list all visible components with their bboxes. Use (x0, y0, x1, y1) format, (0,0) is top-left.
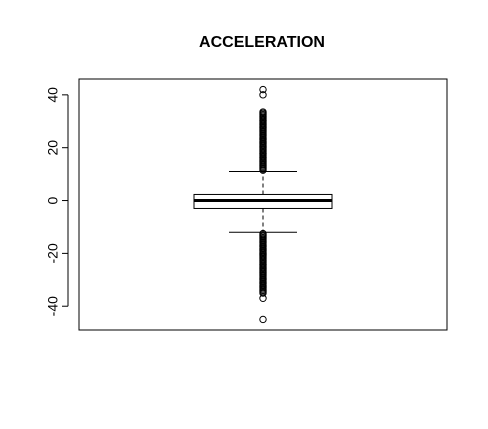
outlier-point (259, 289, 267, 297)
y-tick-label: -40 (45, 296, 61, 316)
outlier-point (259, 166, 267, 174)
y-tick-label: 20 (45, 140, 61, 156)
outlier-point (259, 91, 267, 99)
plot-frame (78, 78, 448, 331)
boxplot-marks (193, 85, 333, 324)
y-tick-label: -20 (45, 243, 61, 263)
outlier-point (259, 85, 267, 94)
y-axis: -40 -20 0 20 40 (45, 87, 69, 316)
y-tick-label: 40 (45, 87, 61, 103)
outlier-point (259, 294, 267, 302)
y-tick-label: 0 (45, 196, 61, 204)
outlier-point (259, 315, 267, 324)
chart-title: ACCELERATION (199, 34, 325, 51)
